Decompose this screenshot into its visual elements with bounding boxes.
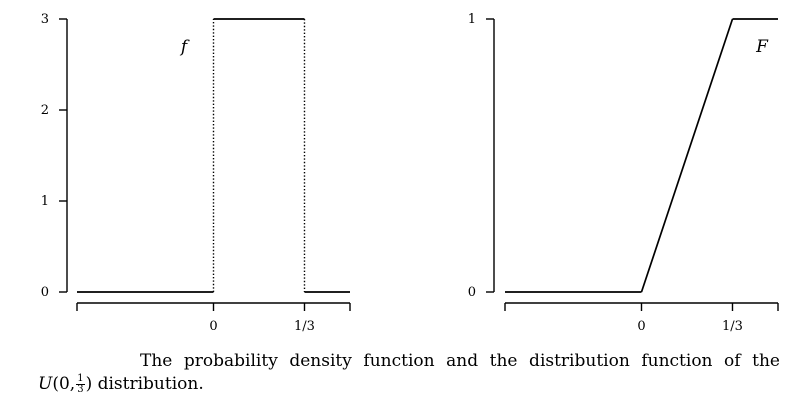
- caption-args-open: (0,: [52, 374, 76, 394]
- x-tick-label: 1/3: [722, 319, 743, 334]
- y-tick-label: 0: [468, 285, 476, 300]
- x-tick-label: 1/3: [294, 319, 315, 334]
- y-tick-label: 1: [41, 194, 49, 209]
- caption-line-2: U(0, 1 3) distribution.: [38, 373, 780, 396]
- distribution-panel: 0 1 0 1/3 F: [468, 12, 779, 334]
- F-label: F: [755, 37, 769, 57]
- caption-frac-den: 3: [77, 384, 84, 395]
- y-tick-label: 3: [41, 12, 49, 27]
- caption-rest: distribution.: [92, 374, 204, 394]
- x-tick-label: 0: [209, 319, 217, 334]
- density-panel: 0 1 2 3 0 1/3 f: [41, 12, 351, 334]
- figure-caption: The probability density function and the…: [38, 350, 780, 396]
- x-tick-label: 0: [637, 319, 645, 334]
- figure: 0 1 2 3 0 1/3 f 0 1 0 1/3 F: [41, 12, 779, 334]
- y-tick-label: 1: [468, 12, 476, 27]
- caption-frac-num: 1: [76, 373, 85, 385]
- caption-line-1: The probability density function and the…: [140, 351, 780, 371]
- caption-args-close: ): [85, 374, 93, 394]
- y-tick-label: 0: [41, 285, 49, 300]
- y-tick-label: 2: [41, 103, 49, 118]
- series-segment: [640, 18, 734, 293]
- caption-dist-symbol: U: [38, 374, 53, 394]
- f-label: f: [179, 37, 190, 57]
